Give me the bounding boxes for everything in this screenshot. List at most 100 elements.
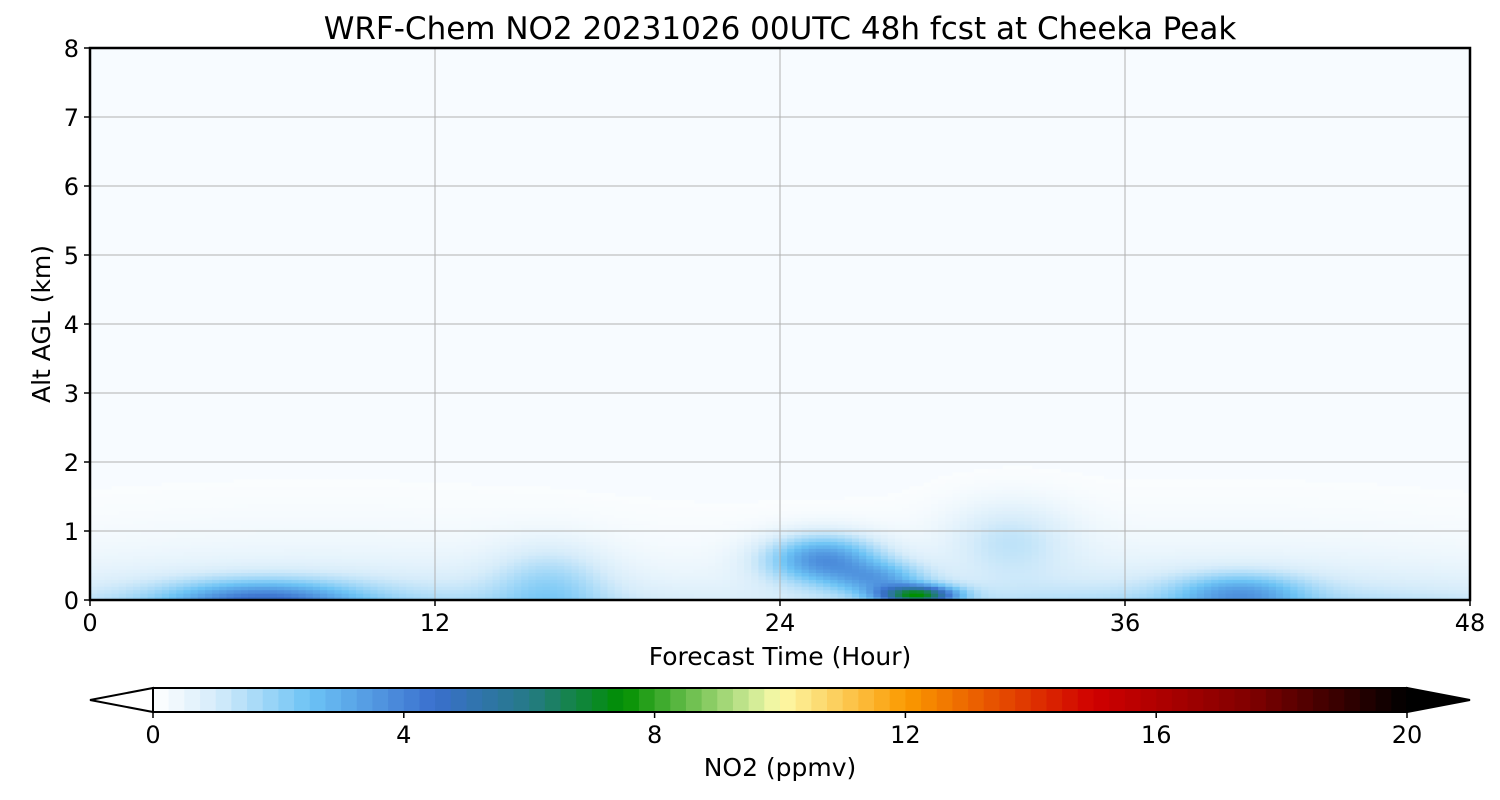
heatmap-cell — [262, 558, 271, 563]
heatmap-cell — [945, 510, 954, 515]
heatmap-cell — [1024, 496, 1033, 501]
heatmap-cell — [557, 503, 565, 508]
heatmap-cell — [399, 582, 407, 587]
heatmap-cell — [729, 548, 738, 553]
heatmap-cell — [600, 499, 609, 504]
heatmap-cell — [470, 565, 479, 570]
heatmap-cell — [492, 510, 501, 515]
heatmap-cell — [988, 524, 997, 529]
heatmap-cell — [334, 562, 343, 567]
heatmap-cell — [650, 544, 659, 549]
heatmap-cell — [154, 551, 163, 556]
heatmap-cell — [442, 579, 450, 584]
heatmap-cell — [384, 482, 393, 487]
heatmap-cell — [571, 499, 580, 504]
heatmap-cell — [887, 513, 896, 518]
heatmap-cell — [413, 520, 422, 525]
heatmap-cell — [686, 544, 695, 549]
heatmap-cell — [190, 482, 199, 487]
heatmap-cell — [665, 541, 673, 546]
heatmap-cell — [607, 503, 616, 508]
heatmap-cell — [815, 582, 824, 587]
heatmap-cell — [305, 513, 314, 518]
heatmap-cell — [873, 558, 882, 563]
heatmap-cell — [959, 568, 968, 573]
heatmap-cell — [564, 520, 573, 525]
no2-heatmap — [90, 465, 1471, 601]
heatmap-cell — [1089, 510, 1097, 515]
heatmap-cell — [923, 531, 932, 536]
heatmap-cell — [176, 527, 185, 532]
heatmap-cell — [1153, 565, 1162, 570]
heatmap-cell — [1024, 524, 1033, 529]
heatmap-cell — [499, 499, 508, 504]
heatmap-cell — [614, 499, 623, 504]
heatmap-cell — [758, 534, 767, 539]
heatmap-cell — [1146, 555, 1155, 560]
heatmap-cell — [895, 503, 903, 508]
heatmap-cell — [751, 586, 760, 591]
heatmap-cell — [873, 562, 882, 567]
heatmap-cell — [226, 486, 235, 491]
heatmap-cell — [938, 579, 946, 584]
heatmap-cell — [1010, 503, 1018, 508]
heatmap-cell — [104, 520, 113, 525]
heatmap-cell — [140, 568, 149, 573]
heatmap-cell — [1139, 486, 1148, 491]
heatmap-cell — [794, 572, 803, 577]
heatmap-cell — [679, 565, 688, 570]
heatmap-cell — [420, 582, 429, 587]
heatmap-cell — [895, 493, 903, 498]
heatmap-cell — [1024, 596, 1033, 601]
heatmap-cell — [90, 503, 98, 508]
heatmap-cell — [485, 527, 494, 532]
heatmap-cell — [284, 499, 292, 504]
heatmap-cell — [916, 510, 925, 515]
heatmap-cell — [442, 582, 450, 587]
heatmap-cell — [305, 517, 314, 522]
heatmap-cell — [478, 493, 486, 498]
heatmap-cell — [470, 575, 479, 580]
heatmap-cell — [959, 558, 968, 563]
heatmap-cell — [226, 565, 235, 570]
heatmap-cell — [629, 541, 637, 546]
heatmap-cell — [514, 534, 522, 539]
heatmap-cell — [938, 586, 946, 591]
heatmap-cell — [154, 534, 163, 539]
heatmap-cell — [672, 510, 680, 515]
heatmap-cell — [672, 589, 680, 594]
heatmap-cell — [780, 534, 788, 539]
heatmap-cell — [1146, 562, 1155, 567]
heatmap-cell — [1038, 589, 1047, 594]
heatmap-cell — [643, 551, 652, 556]
heatmap-cell — [880, 562, 889, 567]
heatmap-cell — [614, 520, 623, 525]
heatmap-cell — [837, 596, 846, 601]
heatmap-cell — [686, 513, 695, 518]
heatmap-cell — [744, 575, 752, 580]
heatmap-cell — [959, 486, 968, 491]
heatmap-cell — [830, 551, 839, 556]
heatmap-cell — [305, 568, 314, 573]
heatmap-cell — [140, 527, 149, 532]
heatmap-cell — [1024, 531, 1033, 536]
heatmap-cell — [636, 555, 645, 560]
heatmap-cell — [506, 520, 515, 525]
heatmap-cell — [320, 517, 328, 522]
heatmap-cell — [657, 503, 666, 508]
heatmap-cell — [104, 551, 113, 556]
heatmap-cell — [1024, 479, 1033, 484]
heatmap-cell — [348, 541, 357, 546]
heatmap-cell — [952, 548, 961, 553]
heatmap-cell — [830, 575, 839, 580]
heatmap-cell — [370, 531, 379, 536]
heatmap-cell — [1160, 537, 1169, 542]
heatmap-cell — [1060, 524, 1069, 529]
heatmap-cell — [1024, 548, 1033, 553]
heatmap-cell — [765, 593, 774, 598]
heatmap-cell — [636, 520, 645, 525]
heatmap-cell — [815, 506, 824, 511]
heatmap-cell — [190, 517, 199, 522]
heatmap-cell — [700, 541, 709, 546]
heatmap-cell — [506, 510, 515, 515]
